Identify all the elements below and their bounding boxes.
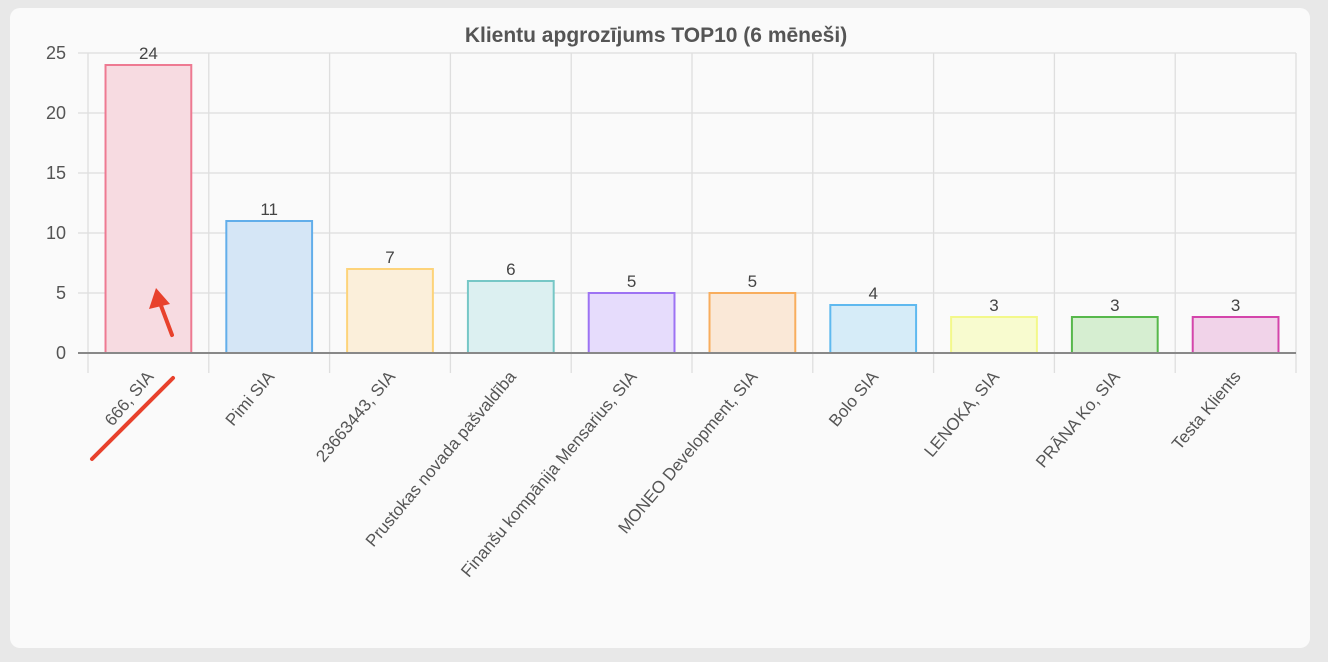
bar[interactable] — [346, 268, 434, 354]
data-label: 3 — [1110, 296, 1119, 315]
y-tick-label: 0 — [56, 343, 66, 363]
y-tick-label: 25 — [46, 43, 66, 63]
annotation-underline — [90, 376, 175, 461]
y-tick-label: 5 — [56, 283, 66, 303]
bar[interactable] — [587, 292, 676, 354]
bar-chart: Klientu apgrozījums TOP10 (6 mēneši) 0 5 1… — [46, 24, 1297, 581]
x-tick-label: PRĀNA Ko, SIA — [1032, 367, 1124, 472]
y-axis: 0 5 10 15 20 25 — [46, 43, 66, 363]
bars — [104, 64, 1280, 354]
annotation-arrow-head — [149, 288, 170, 309]
bar[interactable] — [950, 316, 1038, 354]
data-label: 4 — [868, 284, 877, 303]
y-tick-label: 20 — [46, 103, 66, 123]
annotation-arrow-shaft — [158, 301, 174, 337]
bar[interactable] — [708, 292, 797, 354]
x-tick-label: Bolo SIA — [825, 367, 882, 430]
x-tick-label: Testa Klients — [1168, 367, 1245, 453]
y-tick-label: 10 — [46, 223, 66, 243]
x-tick-label: LENOKA, SIA — [920, 367, 1003, 461]
data-label: 3 — [989, 296, 998, 315]
bar[interactable] — [466, 280, 555, 354]
x-tick-label: 23663443, SIA — [312, 367, 399, 466]
bar[interactable] — [104, 64, 193, 354]
data-label: 7 — [385, 248, 394, 267]
y-tick-label: 15 — [46, 163, 66, 183]
bar[interactable] — [225, 220, 314, 354]
data-label: 24 — [139, 44, 158, 63]
bar[interactable] — [829, 304, 918, 354]
data-label: 6 — [506, 260, 515, 279]
data-label: 3 — [1231, 296, 1240, 315]
x-tick-label: MONEO Development, SIA — [615, 367, 762, 537]
chart-card: Klientu apgrozījums TOP10 (6 mēneši) 0 5 1… — [10, 8, 1310, 648]
data-label: 5 — [748, 272, 757, 291]
annotations — [90, 288, 175, 461]
chart-title: Klientu apgrozījums TOP10 (6 mēneši) — [465, 24, 847, 47]
data-labels: 24 11 7 6 5 5 4 3 3 3 — [139, 44, 1240, 315]
x-tick-label: Pimi SIA — [222, 367, 279, 430]
data-label: 5 — [627, 272, 636, 291]
bar[interactable] — [1070, 316, 1159, 354]
data-label: 11 — [260, 200, 278, 219]
bar[interactable] — [1191, 316, 1280, 354]
